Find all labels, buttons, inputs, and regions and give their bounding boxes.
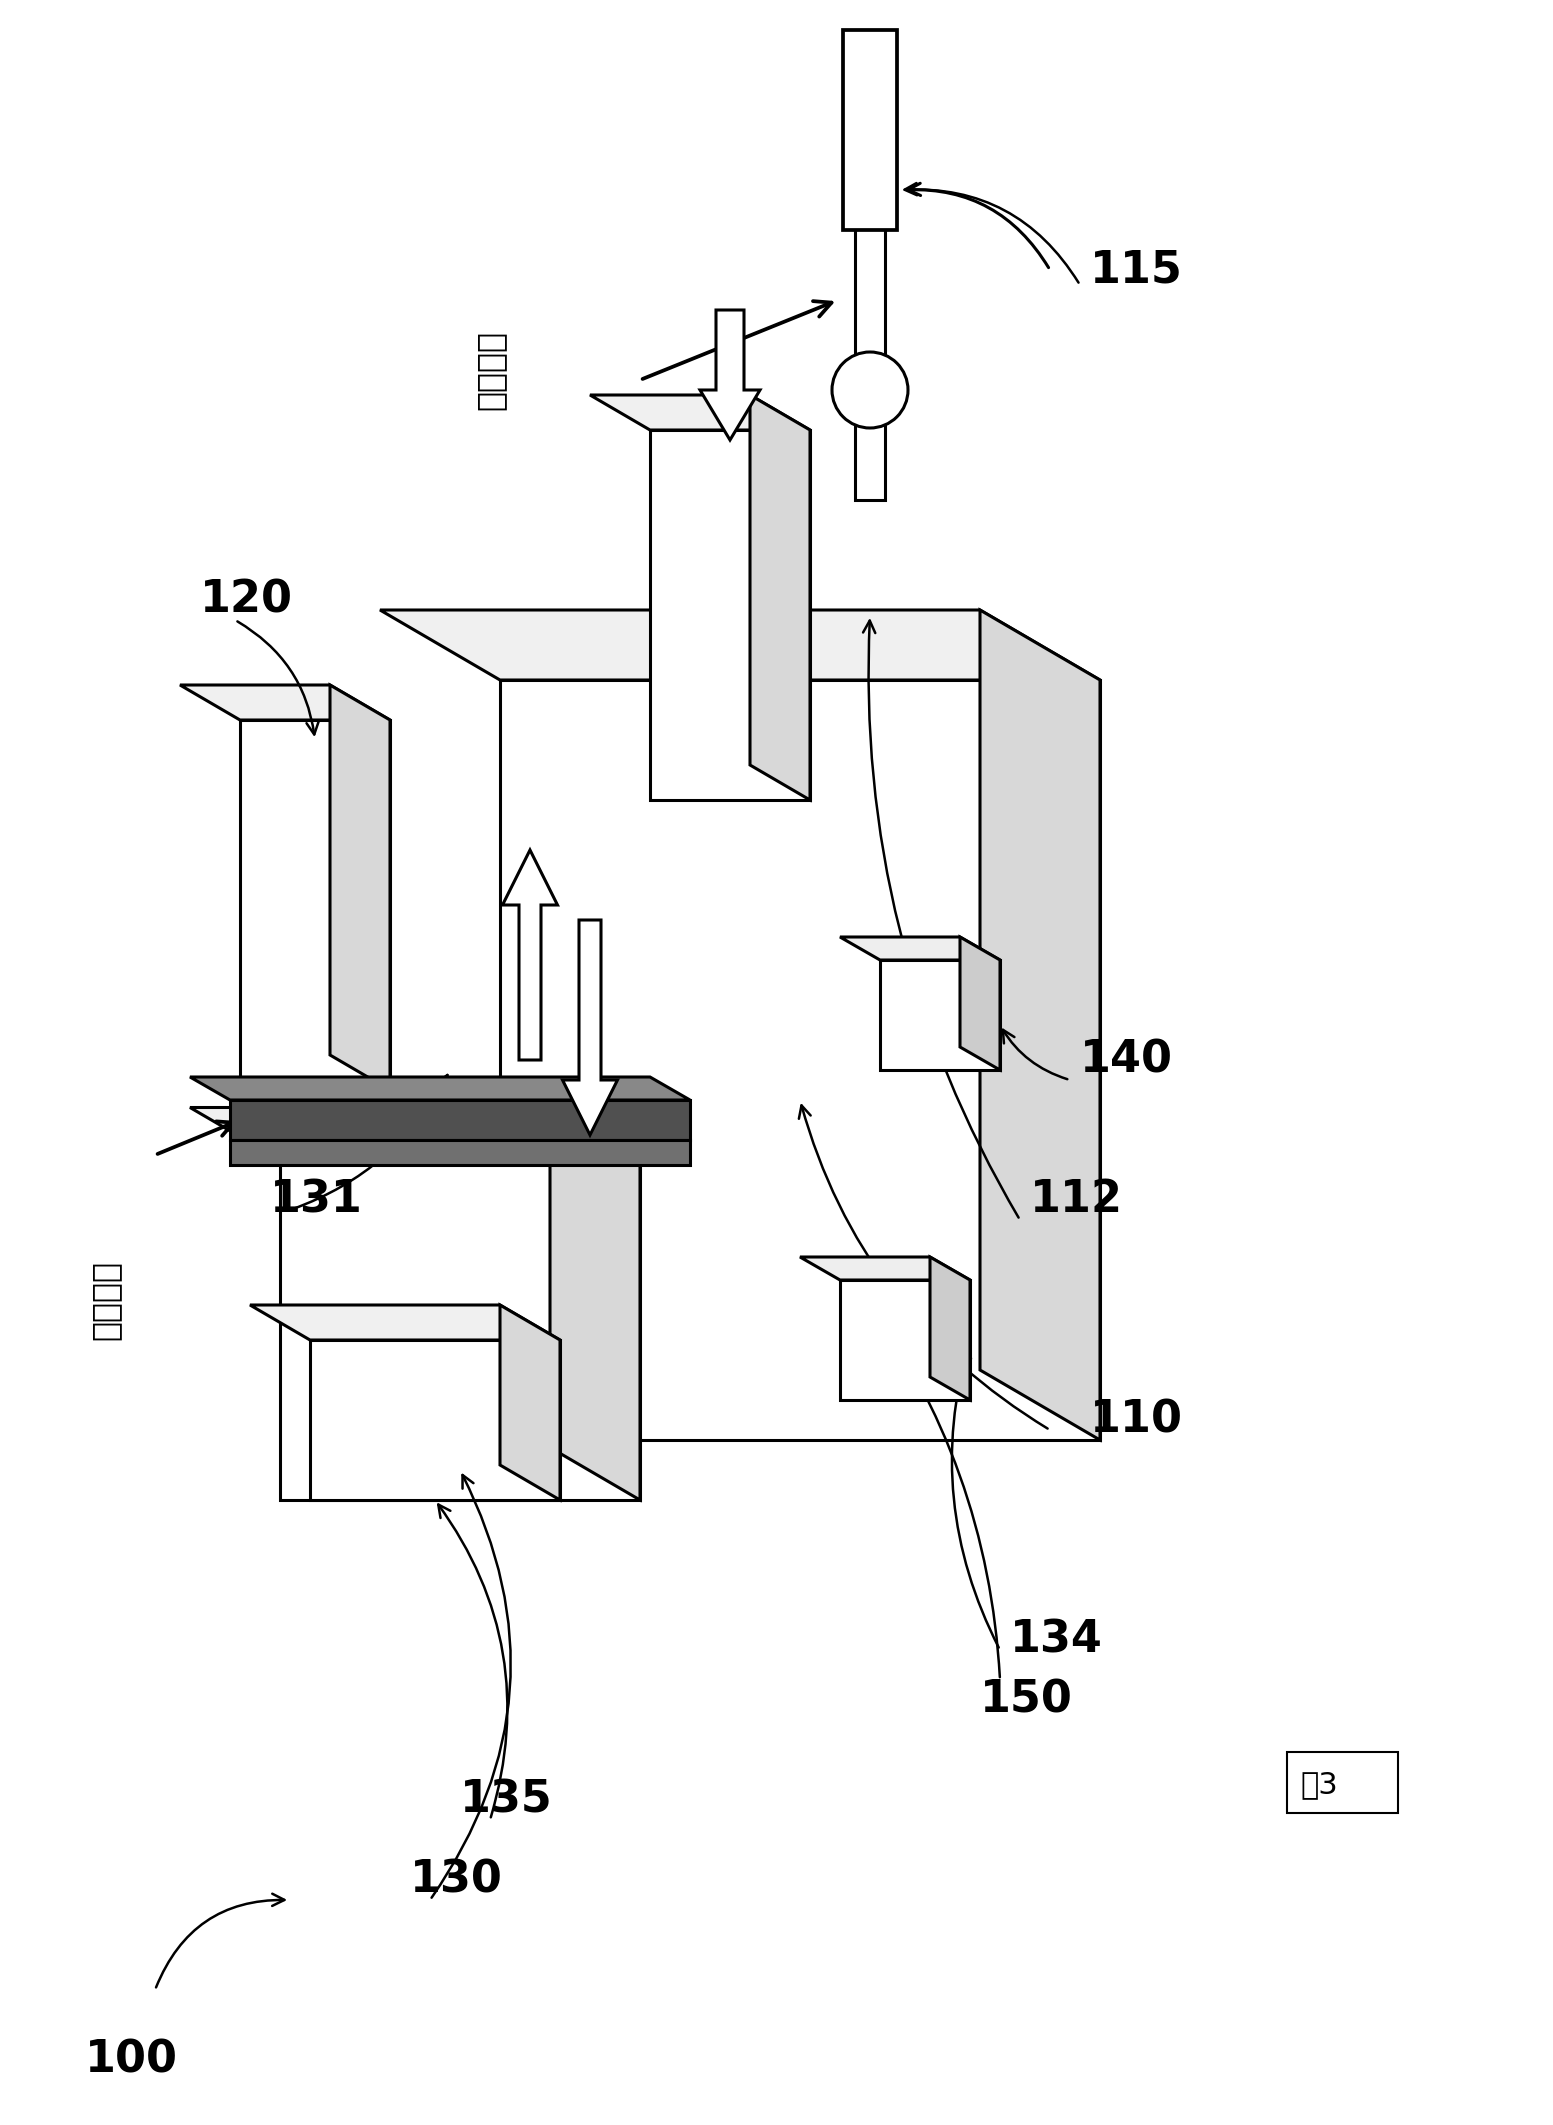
- Polygon shape: [311, 1341, 561, 1500]
- Polygon shape: [180, 684, 390, 720]
- Polygon shape: [800, 1258, 971, 1279]
- Polygon shape: [241, 720, 390, 1090]
- Text: 140: 140: [1079, 1039, 1173, 1082]
- Text: 图3: 图3: [1300, 1770, 1337, 1800]
- Text: 150: 150: [980, 1679, 1073, 1721]
- Text: 110: 110: [1090, 1398, 1183, 1441]
- Text: 样本试条: 样本试条: [474, 329, 506, 410]
- Polygon shape: [500, 1305, 561, 1500]
- Polygon shape: [329, 684, 390, 1090]
- Polygon shape: [840, 937, 1000, 960]
- Polygon shape: [590, 395, 811, 429]
- Polygon shape: [930, 1258, 971, 1400]
- FancyArrow shape: [700, 310, 759, 440]
- Polygon shape: [980, 610, 1100, 1441]
- Polygon shape: [856, 30, 885, 499]
- FancyArrow shape: [503, 850, 558, 1060]
- Text: 涂抑装置: 涂抑装置: [89, 1260, 121, 1341]
- Polygon shape: [550, 1107, 640, 1500]
- Polygon shape: [840, 1279, 971, 1400]
- Text: 100: 100: [85, 2038, 179, 2082]
- Text: 115: 115: [1090, 249, 1183, 291]
- FancyArrow shape: [562, 920, 618, 1135]
- Polygon shape: [960, 937, 1000, 1071]
- Polygon shape: [500, 680, 1100, 1441]
- FancyBboxPatch shape: [1287, 1751, 1398, 1813]
- Polygon shape: [230, 1101, 690, 1139]
- Polygon shape: [750, 395, 811, 799]
- Text: 131: 131: [270, 1179, 363, 1222]
- Polygon shape: [843, 30, 898, 230]
- Text: 135: 135: [460, 1779, 553, 1821]
- Text: 134: 134: [1009, 1619, 1103, 1662]
- Polygon shape: [250, 1305, 561, 1341]
- Polygon shape: [230, 1139, 690, 1164]
- Polygon shape: [189, 1077, 690, 1101]
- Polygon shape: [881, 960, 1000, 1071]
- Polygon shape: [651, 429, 811, 799]
- Text: 112: 112: [1030, 1179, 1123, 1222]
- Circle shape: [832, 353, 909, 427]
- Text: 120: 120: [200, 578, 294, 620]
- Polygon shape: [189, 1107, 640, 1160]
- Text: 130: 130: [410, 1859, 503, 1902]
- Polygon shape: [380, 610, 1100, 680]
- Polygon shape: [280, 1160, 640, 1500]
